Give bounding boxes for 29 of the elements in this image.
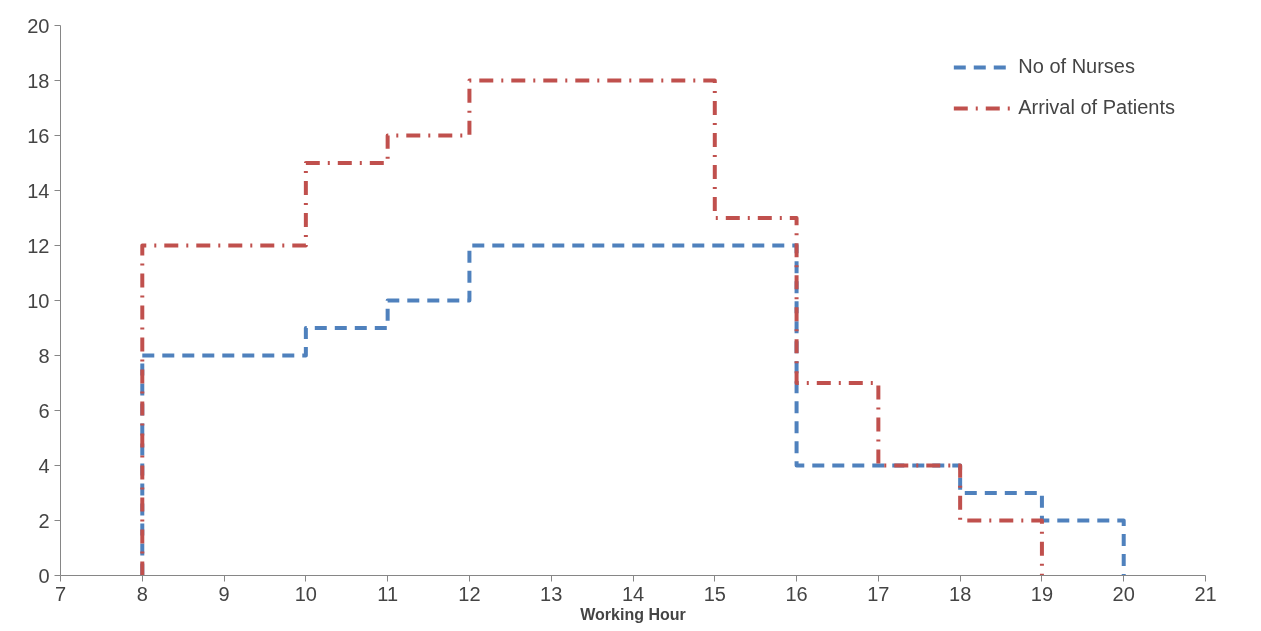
y-tick-label: 6 (38, 399, 50, 422)
x-tick-label: 10 (294, 582, 317, 605)
y-tick-label: 18 (27, 69, 50, 92)
y-tick-label: 4 (38, 454, 50, 477)
x-tick-label: 12 (458, 582, 481, 605)
x-tick-label: 17 (867, 582, 890, 605)
x-tick-label: 11 (377, 582, 399, 605)
y-tick-label: 20 (27, 14, 50, 37)
x-tick-label: 19 (1030, 582, 1054, 605)
x-tick-label: 13 (540, 582, 563, 605)
legend-label: Arrival of Patients (1018, 96, 1175, 119)
x-tick-label: 9 (218, 582, 230, 605)
x-axis-title: Working Hour (580, 605, 686, 623)
x-tick-label: 16 (785, 582, 808, 605)
y-tick-label: 14 (27, 179, 50, 202)
y-tick-label: 0 (38, 564, 50, 587)
y-tick-label: 12 (27, 234, 50, 257)
y-tick-label: 16 (27, 124, 50, 147)
y-tick-label: 2 (38, 509, 50, 532)
y-tick-label: 8 (38, 344, 50, 367)
x-tick-label: 15 (703, 582, 726, 605)
x-tick-label: 20 (1112, 582, 1135, 605)
x-tick-label: 7 (54, 582, 67, 605)
x-tick-label: 8 (136, 582, 148, 605)
legend-label: No of Nurses (1018, 55, 1135, 78)
x-tick-label: 21 (1194, 582, 1217, 605)
y-tick-label: 10 (27, 289, 50, 312)
x-tick-label: 14 (621, 582, 645, 605)
x-tick-label: 18 (949, 582, 972, 605)
